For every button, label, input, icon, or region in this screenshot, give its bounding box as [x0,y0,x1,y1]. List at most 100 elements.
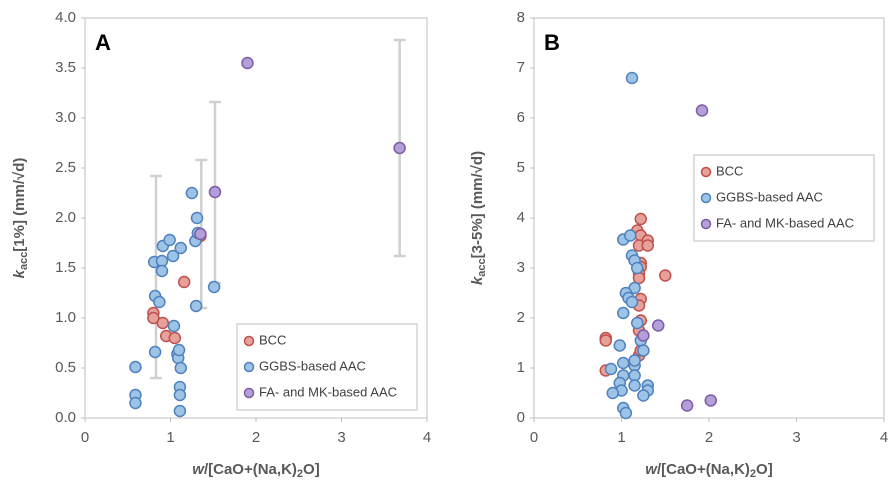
y-tick-label: 1.5 [55,259,76,276]
legend-label: FA- and MK-based AAC [716,215,854,230]
point [680,399,694,412]
legend-label: BCC [716,163,743,178]
point [129,360,142,374]
legend-marker [243,361,255,373]
point [625,295,639,309]
panel: 0 1 2 3 4012345678Bw/[CaO+(Na,K)2O]kacc[3-5%… [469,9,888,480]
y-tick-label: 3 [517,259,525,276]
panel-label: A [95,30,111,55]
x-label-end: O] [756,461,773,478]
x-tick-label: 0 [81,429,89,446]
legend-marker [243,387,255,399]
point [695,104,709,117]
legend-box [236,323,418,411]
point [641,239,654,252]
point [625,71,639,85]
legend: BCC GGBS-based AAC FA- and MK-based AAC [236,323,418,411]
x-tick-label: 1 [166,429,174,446]
x-tick-label: 0 [530,429,538,446]
point [637,329,650,342]
y-tick-label: 2.0 [55,209,76,226]
y-label-main: k [469,276,486,285]
point [631,261,644,275]
x-tick-label: 3 [337,429,345,446]
point [606,386,619,400]
point [172,343,186,357]
y-label-rest: [3-5%] (mm/√d) [469,151,486,258]
point [166,249,180,263]
y-tick-label: 5 [517,159,525,176]
point [652,319,665,332]
point [619,406,633,420]
point [174,241,188,255]
x-label-end: O] [303,461,320,478]
point [599,334,612,347]
x-label-sub: 2 [297,468,303,480]
y-label-sub: acc [18,252,30,270]
point [604,362,618,376]
y-tick-label: 4 [517,209,525,226]
x-label-main: w [645,461,658,478]
legend-marker [700,218,712,230]
point [147,311,160,325]
x-axis-label: w/[CaO+(Na,K)2O] [645,461,772,480]
point [189,299,203,313]
point [163,233,176,247]
point [129,396,142,410]
point [393,141,406,155]
point [637,344,650,357]
y-tick-label: 0.5 [55,359,76,376]
point [631,316,644,330]
y-tick-label: 0.0 [55,409,76,426]
x-tick-label: 1 [617,429,625,446]
point [194,227,207,241]
legend-label: GGBS-based AAC [259,358,366,373]
y-label-rest: [1%] (mm/√d) [11,158,28,252]
point [637,389,650,402]
point [704,394,717,407]
x-tick-label: 4 [423,429,431,446]
x-label-main: w [192,461,205,478]
y-tick-label: 1 [517,359,525,376]
legend-label: FA- and MK-based AAC [259,384,397,399]
point [156,316,170,330]
point [628,379,641,392]
point [173,388,187,402]
point [208,185,222,199]
x-tick-label: 2 [252,429,260,446]
point [659,269,672,282]
y-axis-label: kacc[1%] (mm/√d) [11,158,30,279]
point [167,319,181,333]
x-axis-label: w/[CaO+(Na,K)2O] [192,461,319,480]
point [628,354,641,367]
y-tick-label: 7 [517,59,525,76]
x-tick-label: 3 [792,429,800,446]
point [173,404,187,418]
panel: 0 1 2 3 4 0.0 0.5 1.0 1.5 2.0 2.5 3.0 3.5 4.0 Aw/[CaO+… [11,9,431,480]
legend-marker [243,335,255,347]
legend-label: GGBS-based AAC [716,189,823,204]
legend-label: BCC [259,332,286,347]
y-tick-label: 8 [517,9,525,26]
point [155,264,169,278]
x-label-sub: 2 [750,468,756,480]
legend-marker [700,192,712,204]
point [207,280,221,294]
point [168,331,182,345]
y-tick-label: 3.0 [55,109,76,126]
point [148,345,162,359]
legend-box [693,154,875,242]
legend-marker [700,166,712,178]
y-tick-label: 4.0 [55,9,76,26]
point [185,186,199,200]
point [177,275,191,289]
point [617,356,630,370]
legend: BCC GGBS-based AAC FA- and MK-based AAC [693,154,875,242]
point [617,306,630,320]
panel-label: B [544,30,560,55]
y-tick-label: 6 [517,109,525,126]
x-tick-label: 4 [880,429,888,446]
x-tick-label: 2 [705,429,713,446]
y-axis-label: kacc[3-5%] (mm/√d) [469,151,488,285]
